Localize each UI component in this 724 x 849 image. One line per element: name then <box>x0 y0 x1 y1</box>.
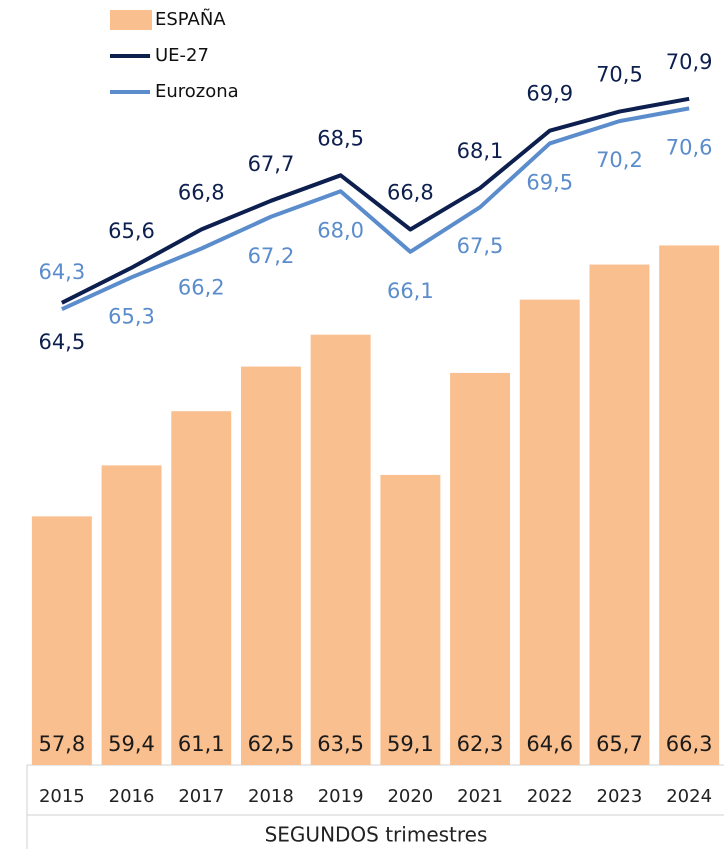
legend-label: ESPAÑA <box>155 8 226 30</box>
line-value-label: 66,2 <box>178 276 225 300</box>
line-value-label: 68,5 <box>317 126 364 150</box>
x-tick-label: 2021 <box>457 786 503 807</box>
bar-value-label: 61,1 <box>178 732 225 756</box>
line-value-label: 66,8 <box>387 181 434 205</box>
line-value-label: 65,6 <box>108 219 155 243</box>
bar <box>659 245 720 765</box>
line-value-label: 66,1 <box>387 279 434 303</box>
x-tick-label: 2023 <box>597 786 643 807</box>
bar-value-label: 59,4 <box>108 732 155 756</box>
bar <box>519 299 580 765</box>
bar-value-label: 65,7 <box>596 732 643 756</box>
x-tick-label: 2015 <box>39 786 85 807</box>
bar-value-label: 64,6 <box>526 732 573 756</box>
line <box>61 106 690 312</box>
bar <box>171 411 232 765</box>
line-value-label: 64,5 <box>38 330 85 354</box>
line-value-label: 67,5 <box>457 234 504 258</box>
x-tick-label: 2022 <box>527 786 573 807</box>
x-tick-label: 2020 <box>387 786 433 807</box>
x-tick-label: 2019 <box>318 786 364 807</box>
x-tick-label: 2017 <box>178 786 224 807</box>
line-value-label: 70,2 <box>596 148 643 172</box>
line-value-label: 66,8 <box>178 181 225 205</box>
x-tick-label: 2018 <box>248 786 294 807</box>
line <box>60 96 690 305</box>
bar-value-label: 59,1 <box>387 732 434 756</box>
x-tick-label: 2024 <box>666 786 712 807</box>
bar-value-label: 62,3 <box>457 732 504 756</box>
legend-label: UE-27 <box>155 45 209 66</box>
line-value-label: 70,6 <box>666 135 713 159</box>
bar-value-label: 57,8 <box>38 732 85 756</box>
bar <box>240 366 301 765</box>
line-value-label: 70,9 <box>666 50 713 74</box>
bar <box>310 334 371 765</box>
x-tick-label: 2016 <box>109 786 155 807</box>
line-value-label: 68,0 <box>317 218 364 242</box>
line-value-label: 67,2 <box>248 244 295 268</box>
line-value-label: 70,5 <box>596 63 643 87</box>
bar <box>450 372 511 765</box>
line-value-label: 64,3 <box>38 260 85 284</box>
legend-label: Eurozona <box>155 81 239 102</box>
line-value-label: 67,7 <box>248 152 295 176</box>
bar <box>589 264 650 765</box>
line-value-label: 68,1 <box>457 139 504 163</box>
bar-value-label: 63,5 <box>317 732 364 756</box>
x-axis-label: SEGUNDOS trimestres <box>265 823 488 847</box>
bar-value-label: 66,3 <box>666 732 713 756</box>
bar <box>380 474 441 765</box>
line-value-label: 65,3 <box>108 304 155 328</box>
line-value-label: 69,5 <box>526 170 573 194</box>
bar <box>101 465 162 765</box>
legend-swatch <box>110 10 152 30</box>
line-value-label: 69,9 <box>526 82 573 106</box>
bar <box>31 516 92 765</box>
bar-value-label: 62,5 <box>248 732 295 756</box>
